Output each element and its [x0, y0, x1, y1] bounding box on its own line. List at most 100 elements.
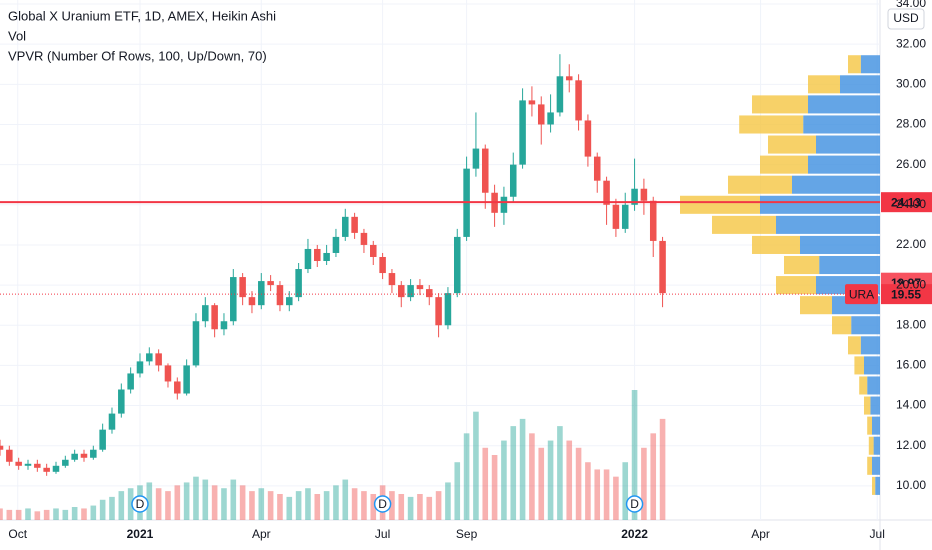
volume-bar — [62, 509, 69, 520]
volume-bar — [631, 390, 638, 520]
x-tick-label: 2022 — [621, 527, 648, 541]
dividend-label[interactable]: D — [378, 497, 387, 511]
profile-up — [872, 416, 880, 435]
volume-bar — [323, 491, 330, 520]
candle-body — [276, 285, 284, 306]
candle-body — [472, 148, 480, 169]
candle-body — [603, 180, 610, 205]
dividend-marker[interactable] — [625, 495, 644, 513]
candle-body — [34, 463, 41, 468]
y-tick-label: 10.00 — [896, 478, 926, 492]
profile-down — [728, 175, 792, 194]
profile-down — [854, 356, 864, 375]
volume-bar — [0, 508, 3, 520]
candle-body — [286, 297, 293, 306]
y-tick-label: 26.00 — [896, 157, 926, 171]
volume-bar — [99, 499, 106, 520]
candle-body — [631, 188, 638, 205]
candle-body — [398, 285, 405, 298]
candle-body — [556, 76, 564, 113]
profile-up — [870, 396, 880, 415]
volume-bar — [501, 440, 507, 520]
candle-body — [426, 289, 433, 298]
profile-down — [784, 255, 820, 275]
y-tick-label: 22.00 — [896, 237, 926, 251]
candle-body — [519, 100, 526, 165]
volume-bar — [118, 491, 125, 520]
volume-bar — [510, 426, 517, 520]
symbol-box — [845, 284, 878, 305]
volume-bar — [575, 447, 582, 520]
candle-body — [500, 196, 508, 213]
candle-body — [211, 305, 218, 330]
volume-bar — [641, 447, 647, 520]
volume-bar — [202, 479, 209, 520]
y-tick-label: 12.00 — [896, 438, 926, 452]
candle-body — [258, 281, 265, 306]
x-tick-label: Apr — [751, 527, 770, 541]
volume-bar — [435, 491, 442, 520]
volume-bar — [613, 476, 619, 520]
candle-body — [342, 216, 349, 237]
volume-bar — [221, 488, 227, 520]
y-tick-label: 30.00 — [896, 76, 926, 90]
candle-body — [323, 252, 330, 262]
profile-down — [859, 376, 868, 395]
indicator-label: Vol — [8, 28, 26, 43]
currency-box[interactable] — [887, 8, 925, 30]
y-tick-label: 18.00 — [896, 317, 926, 331]
volume-bar — [622, 462, 629, 520]
candle-body — [202, 305, 209, 322]
candle-body — [304, 248, 312, 270]
volume-bar — [463, 433, 470, 520]
x-tick-label: Sep — [456, 527, 478, 541]
volume-bar — [305, 488, 311, 520]
profile-down — [776, 276, 816, 295]
volume-bar — [174, 485, 181, 520]
chart-title: Global X Uranium ETF, 1D, AMEX, Heikin A… — [8, 8, 276, 23]
volume-bar — [529, 433, 535, 520]
volume-bar — [249, 491, 255, 520]
volume-bar — [519, 418, 526, 520]
candle-body — [547, 112, 554, 125]
dividend-label[interactable]: D — [136, 497, 145, 511]
candle-body — [407, 285, 414, 298]
price-label: 19.55 — [891, 287, 921, 301]
candle-body — [584, 120, 592, 157]
profile-up — [776, 215, 880, 234]
volume-bar — [491, 455, 498, 520]
candle-body — [24, 463, 32, 466]
profile-up — [808, 95, 880, 114]
profile-down — [800, 296, 832, 315]
dividend-marker[interactable] — [131, 495, 149, 513]
candle-body — [118, 389, 125, 414]
volume-bar — [277, 494, 283, 520]
dividend-marker[interactable] — [373, 495, 392, 513]
dividend-label[interactable]: D — [630, 497, 639, 511]
profile-up — [800, 235, 880, 254]
volume-bar — [109, 496, 115, 520]
profile-up — [873, 436, 880, 455]
candle-body — [99, 429, 106, 450]
profile-up — [860, 55, 880, 74]
y-tick-label: 20.00 — [896, 277, 926, 291]
volume-bar — [398, 494, 405, 520]
volume-bar — [426, 496, 433, 520]
indicator-label: VPVR (Number Of Rows, 100, Up/Down, 70) — [8, 48, 267, 63]
candle-body — [351, 216, 358, 233]
candle-body — [174, 381, 181, 394]
candle-body — [360, 232, 368, 245]
volume-bar — [193, 476, 199, 520]
volume-bar — [90, 505, 97, 520]
volume-bar — [295, 491, 302, 520]
profile-down — [867, 456, 872, 475]
candle-body — [108, 413, 116, 430]
currency[interactable]: USD — [893, 11, 919, 25]
candle-body — [453, 236, 461, 294]
volume-bar — [482, 447, 489, 520]
volume-bar — [557, 426, 563, 520]
candle-body — [314, 248, 321, 262]
candle-body — [239, 277, 246, 298]
profile-up — [872, 456, 880, 475]
